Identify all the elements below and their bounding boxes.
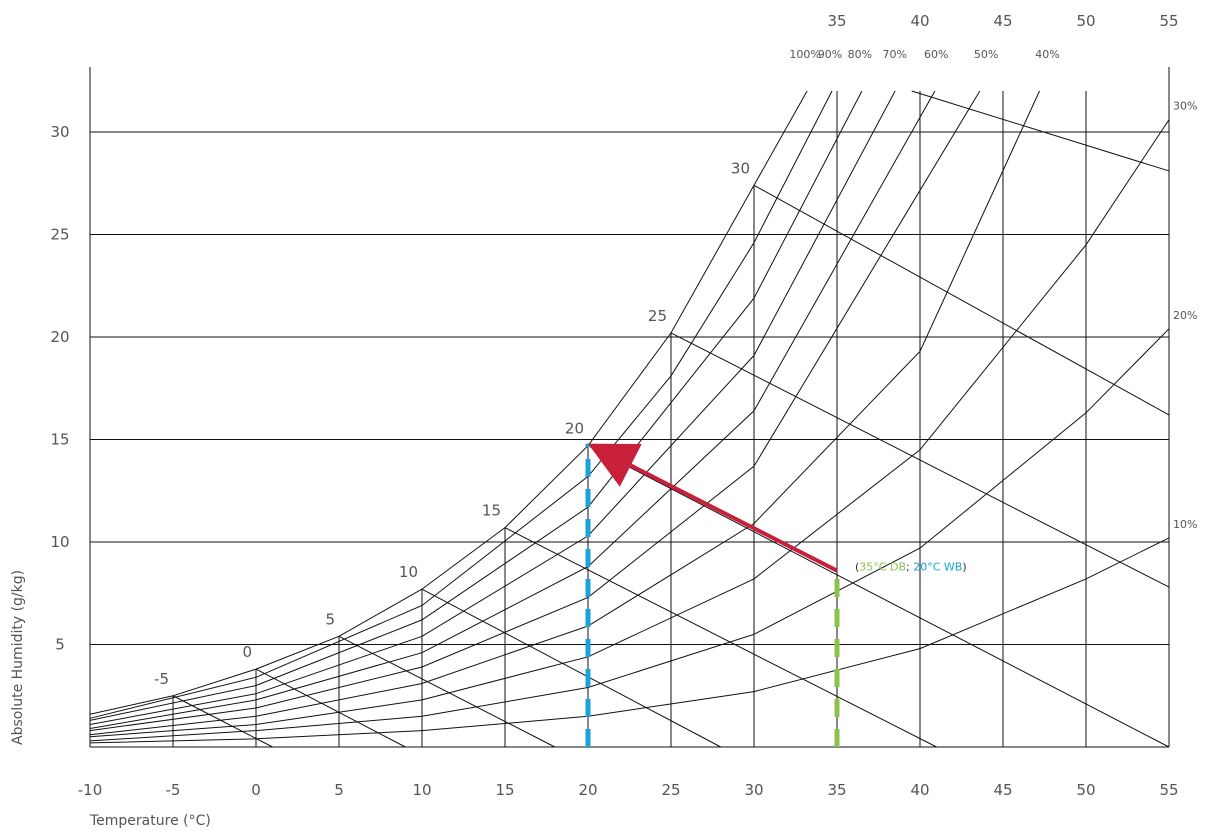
wet-bulb-value-5: 5: [325, 610, 335, 628]
rh-curve-60pct: [89, 90, 936, 729]
x-tick-label-45: 45: [993, 781, 1012, 799]
rh-curve-40pct: [89, 90, 1040, 736]
process-arrow-line: [629, 463, 838, 573]
wet-bulb-line-0: [255, 668, 406, 748]
process-arrow-head: [588, 443, 642, 487]
wet-bulb-line-extra: [911, 90, 1170, 172]
rh-curve-100pct: [89, 90, 808, 715]
x-tick-label-15: 15: [495, 781, 514, 799]
wet-bulb-layer: [172, 90, 1170, 748]
rh-right-label-20pct: 20%: [1173, 309, 1197, 322]
wet-bulb-value--5: -5: [154, 670, 169, 688]
x-tick-label--10: -10: [78, 781, 103, 799]
wet-bulb-value-10: 10: [399, 563, 418, 581]
top-x-tick-label-35: 35: [827, 12, 846, 30]
state-point-label-open: (: [855, 561, 859, 574]
wet-bulb-line-20: [587, 445, 1170, 748]
y-tick-label-25: 25: [50, 226, 69, 244]
top-x-tick-label-55: 55: [1159, 12, 1178, 30]
rh-curve-20pct: [89, 328, 1170, 742]
wet-bulb-line-10: [421, 588, 722, 748]
x-tick-label-40: 40: [910, 781, 929, 799]
x-tick-label--5: -5: [166, 781, 181, 799]
rh-curve-70pct: [89, 90, 896, 725]
rh-top-label-90pct: 90%: [818, 48, 842, 61]
x-axis-title: Temperature (°C): [89, 813, 211, 829]
rh-top-label-70pct: 70%: [883, 48, 907, 61]
wet-bulb-value-20: 20: [565, 420, 584, 438]
state-point-label-separator: ;: [906, 561, 913, 574]
wet-bulb-value-25: 25: [648, 307, 667, 325]
rh-right-label-30pct: 30%: [1173, 100, 1197, 113]
x-tick-label-25: 25: [661, 781, 680, 799]
rh-top-label-100pct: 100%: [789, 48, 820, 61]
rh-curve-layer: [89, 90, 1170, 744]
rh-curve-30pct: [89, 119, 1170, 738]
rh-right-label-10pct: 10%: [1173, 518, 1197, 531]
x-tick-label-10: 10: [412, 781, 431, 799]
x-tick-label-50: 50: [1076, 781, 1095, 799]
wet-bulb-line-25: [670, 332, 1170, 588]
rh-curve-80pct: [89, 90, 863, 721]
wet-bulb-line--5: [172, 695, 273, 748]
rh-top-label-60pct: 60%: [924, 48, 948, 61]
wet-bulb-value-15: 15: [482, 502, 501, 520]
dry-bulb-label: 35°C DB: [859, 561, 906, 574]
rh-top-label-40pct: 40%: [1035, 48, 1059, 61]
wet-bulb-line-5: [338, 635, 556, 748]
state-point-label: (35°C DB; 20°C WB): [855, 561, 967, 574]
y-tick-label-15: 15: [50, 431, 69, 449]
y-axis-title: Absolute Humidity (g/kg): [10, 570, 26, 745]
state-point-label-close: ): [962, 561, 966, 574]
y-tick-label-5: 5: [55, 636, 65, 654]
top-x-tick-label-40: 40: [910, 12, 929, 30]
x-tick-label-0: 0: [251, 781, 261, 799]
top-x-tick-label-45: 45: [993, 12, 1012, 30]
x-tick-label-30: 30: [744, 781, 763, 799]
wet-bulb-line-30: [753, 184, 1170, 416]
top-x-tick-label-50: 50: [1076, 12, 1095, 30]
wet-bulb-value-30: 30: [731, 159, 750, 177]
rh-top-label-50pct: 50%: [974, 48, 998, 61]
wet-bulb-line-15: [504, 527, 937, 748]
x-tick-label-5: 5: [334, 781, 344, 799]
y-tick-label-30: 30: [50, 123, 69, 141]
rh-curve-90pct: [89, 90, 833, 719]
wet-bulb-value-0: 0: [242, 643, 252, 661]
x-tick-label-55: 55: [1159, 781, 1178, 799]
rh-top-label-80pct: 80%: [848, 48, 872, 61]
rh-curve-10pct: [89, 537, 1170, 744]
y-tick-label-10: 10: [50, 533, 69, 551]
x-tick-label-35: 35: [827, 781, 846, 799]
annotation-layer: [585, 443, 840, 747]
wet-bulb-label: 20°C WB: [913, 561, 962, 574]
rh-curve-50pct: [89, 90, 981, 732]
y-tick-label-20: 20: [50, 328, 69, 346]
x-tick-label-20: 20: [578, 781, 597, 799]
